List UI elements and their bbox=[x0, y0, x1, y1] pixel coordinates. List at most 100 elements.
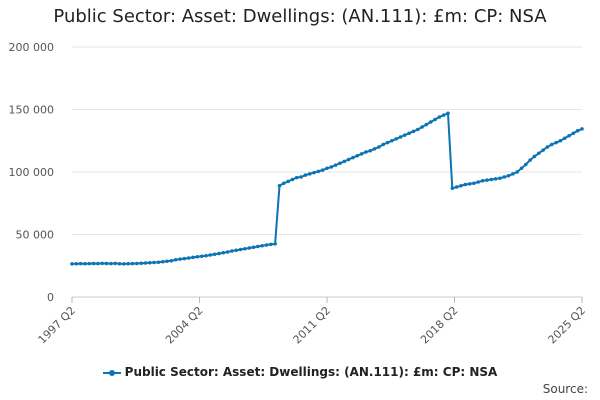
x-tick-label: 2025 Q2 bbox=[546, 304, 589, 347]
data-point bbox=[541, 148, 545, 152]
data-point bbox=[143, 261, 148, 265]
data-point bbox=[372, 147, 377, 151]
data-point bbox=[506, 173, 511, 178]
data-point bbox=[160, 259, 165, 264]
data-point bbox=[463, 182, 468, 187]
data-point bbox=[126, 261, 130, 266]
data-point bbox=[91, 261, 96, 266]
data-point bbox=[117, 261, 122, 266]
data-point bbox=[290, 177, 295, 182]
data-point bbox=[381, 142, 385, 147]
data-point bbox=[281, 181, 286, 186]
data-point bbox=[273, 242, 277, 246]
data-point bbox=[454, 185, 459, 189]
data-point bbox=[446, 111, 450, 116]
data-point bbox=[567, 133, 571, 138]
data-point bbox=[139, 261, 143, 266]
data-point bbox=[299, 175, 303, 179]
data-point bbox=[217, 251, 221, 256]
data-point bbox=[407, 131, 411, 136]
data-point bbox=[135, 261, 139, 266]
data-point bbox=[251, 245, 256, 250]
data-point bbox=[480, 178, 485, 183]
data-point bbox=[420, 125, 424, 129]
data-point bbox=[238, 247, 243, 252]
data-point bbox=[329, 165, 334, 169]
data-point bbox=[173, 257, 178, 262]
data-point bbox=[195, 254, 200, 259]
data-point bbox=[528, 158, 532, 162]
y-tick-label: 150 000 bbox=[9, 104, 55, 117]
data-point bbox=[247, 246, 252, 250]
data-point bbox=[152, 260, 156, 265]
data-point bbox=[524, 162, 528, 167]
legend[interactable]: Public Sector: Asset: Dwellings: (AN.111… bbox=[0, 365, 600, 379]
data-point bbox=[78, 261, 83, 266]
y-tick-label: 50 000 bbox=[16, 229, 55, 242]
data-point bbox=[316, 169, 321, 174]
data-point bbox=[109, 261, 113, 266]
legend-swatch bbox=[102, 368, 121, 378]
data-point bbox=[96, 261, 100, 266]
data-point bbox=[580, 127, 584, 131]
data-point bbox=[359, 152, 364, 156]
data-point bbox=[208, 253, 213, 257]
data-point bbox=[437, 115, 442, 119]
data-point bbox=[264, 243, 269, 247]
legend-label: Public Sector: Asset: Dwellings: (AN.111… bbox=[124, 365, 498, 379]
data-point bbox=[338, 161, 342, 166]
source-label: Source: bbox=[542, 382, 588, 396]
data-point bbox=[83, 261, 87, 266]
data-point bbox=[575, 128, 580, 133]
x-tick-label: 2004 Q2 bbox=[163, 304, 206, 347]
data-point bbox=[424, 122, 429, 127]
data-point bbox=[104, 261, 109, 266]
data-point bbox=[320, 168, 325, 172]
data-point bbox=[390, 138, 394, 143]
x-tick-label: 2018 Q2 bbox=[418, 304, 461, 347]
data-point bbox=[467, 182, 472, 186]
y-tick-label: 0 bbox=[47, 291, 54, 304]
data-point bbox=[536, 151, 541, 156]
data-point bbox=[554, 140, 558, 145]
data-point bbox=[562, 136, 567, 141]
data-point bbox=[411, 129, 416, 134]
data-point bbox=[433, 117, 437, 122]
data-point bbox=[351, 155, 355, 160]
y-tick-label: 200 000 bbox=[9, 41, 55, 54]
data-point bbox=[342, 159, 347, 164]
data-point bbox=[100, 261, 105, 266]
data-point bbox=[502, 175, 507, 179]
data-point bbox=[74, 261, 79, 266]
series-line bbox=[71, 112, 583, 265]
data-point bbox=[312, 170, 316, 175]
data-point bbox=[489, 177, 494, 182]
data-point bbox=[243, 246, 247, 251]
data-point bbox=[364, 150, 368, 154]
data-point bbox=[178, 257, 182, 261]
data-point bbox=[515, 170, 519, 174]
x-tick-label: 1997 Q2 bbox=[36, 304, 79, 347]
data-point bbox=[70, 262, 74, 266]
chart-title: Public Sector: Asset: Dwellings: (AN.111… bbox=[53, 6, 547, 27]
data-point bbox=[307, 172, 312, 176]
data-point bbox=[277, 183, 282, 188]
data-point bbox=[147, 260, 152, 265]
data-point bbox=[355, 153, 360, 158]
data-point bbox=[450, 186, 455, 191]
data-point bbox=[199, 254, 204, 259]
data-point bbox=[333, 163, 338, 167]
data-point bbox=[165, 259, 169, 264]
data-point bbox=[428, 120, 433, 124]
data-point bbox=[485, 178, 489, 182]
data-point bbox=[130, 261, 135, 266]
data-point bbox=[472, 181, 476, 186]
data-point bbox=[511, 172, 515, 176]
data-point bbox=[269, 242, 273, 247]
data-point bbox=[169, 258, 174, 263]
data-point bbox=[230, 249, 234, 253]
data-point bbox=[186, 256, 191, 260]
data-point bbox=[294, 175, 299, 180]
data-point bbox=[368, 148, 373, 153]
